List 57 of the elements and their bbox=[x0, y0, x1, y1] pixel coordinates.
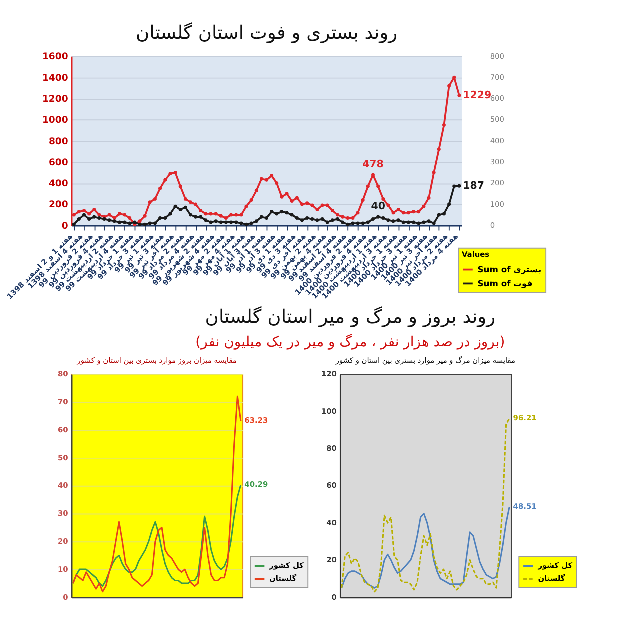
y-tick-label: 60 bbox=[326, 481, 337, 490]
line-series bbox=[341, 418, 510, 593]
y-tick-label: 20 bbox=[58, 536, 68, 546]
y-tick-label: 80 bbox=[326, 444, 337, 454]
y-tick-label: 100 bbox=[321, 406, 337, 416]
legend-label: کل کشور bbox=[537, 561, 574, 570]
data-label: 48.51 bbox=[513, 502, 537, 512]
data-label: 1229 bbox=[463, 90, 492, 102]
y-tick-label: 200 bbox=[48, 200, 69, 211]
y-tick-label: 0 bbox=[62, 220, 69, 232]
y-tick-label: 80 bbox=[58, 370, 68, 379]
y2-tick-label: 100 bbox=[490, 200, 505, 209]
legend-label: گلستان bbox=[538, 574, 566, 584]
y2-tick-label: 600 bbox=[490, 94, 505, 104]
data-label: 96.21 bbox=[513, 413, 537, 422]
y2-tick-label: 700 bbox=[490, 72, 505, 82]
chart-title: مقایسه میزان مرگ و میر موارد بستری بین استان و کشور bbox=[334, 356, 516, 366]
legend-label: Sum of بستری bbox=[478, 264, 542, 276]
chart-title: روند بستری و فوت استان گلستان bbox=[136, 22, 398, 44]
y-tick-label: 40 bbox=[58, 481, 68, 490]
chart-title: مقایسه میزان بروز موارد بستری بین استان و کشور bbox=[76, 356, 237, 366]
legend-label: کل کشور bbox=[268, 561, 305, 570]
y-tick-label: 400 bbox=[48, 178, 69, 190]
y-tick-label: 10 bbox=[58, 564, 68, 574]
data-label: 40.29 bbox=[244, 480, 268, 489]
y-tick-label: 0 bbox=[332, 592, 337, 602]
y-tick-label: 60 bbox=[58, 425, 68, 434]
data-label: 187 bbox=[463, 180, 484, 192]
y-tick-label: 1200 bbox=[42, 94, 69, 105]
y2-tick-label: 200 bbox=[490, 178, 505, 188]
y-tick-label: 1400 bbox=[42, 72, 69, 84]
y-tick-label: 30 bbox=[58, 509, 68, 518]
data-label: 40 bbox=[371, 202, 386, 213]
data-label: 478 bbox=[362, 160, 384, 171]
text: (بروز در صد هزار نفر ، مرگ و میر در یک میلیون نفر) bbox=[196, 333, 506, 350]
y-tick-label: 70 bbox=[58, 398, 68, 407]
y2-tick-label: 300 bbox=[490, 158, 505, 167]
y-tick-label: 20 bbox=[326, 556, 337, 565]
line-series bbox=[72, 396, 242, 593]
legend-title: Values bbox=[462, 250, 490, 260]
y-tick-label: 0 bbox=[63, 592, 68, 602]
y-tick-label: 50 bbox=[58, 453, 68, 462]
y-tick-label: 40 bbox=[326, 518, 337, 528]
y-tick-label: 600 bbox=[48, 157, 69, 168]
y-tick-label: 1000 bbox=[42, 115, 69, 126]
legend-label: گلستان bbox=[270, 574, 298, 584]
line-series bbox=[341, 506, 510, 589]
text: روند بروز و مرگ و میر استان گلستان bbox=[205, 306, 496, 328]
y-tick-label: 800 bbox=[48, 136, 69, 148]
y2-tick-label: 400 bbox=[490, 136, 505, 146]
y-tick-label: 1600 bbox=[42, 52, 69, 63]
y2-tick-label: 0 bbox=[490, 220, 496, 230]
legend-label: Sum of فوت bbox=[478, 278, 533, 290]
y2-tick-label: 500 bbox=[490, 115, 505, 124]
y2-tick-label: 800 bbox=[490, 52, 505, 61]
y-tick-label: 120 bbox=[321, 370, 337, 379]
data-label: 63.23 bbox=[244, 416, 268, 425]
